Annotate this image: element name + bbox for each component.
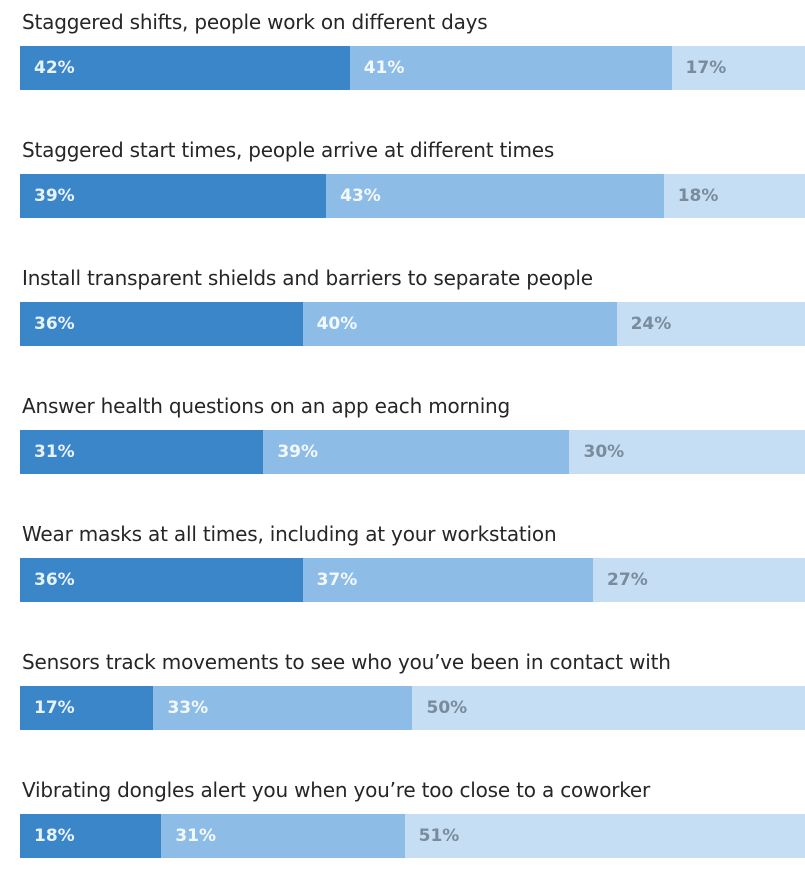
- segment-value-label: 24%: [630, 314, 672, 334]
- row-label: Install transparent shields and barriers…: [22, 266, 593, 290]
- row-label: Vibrating dongles alert you when you’re …: [22, 778, 651, 802]
- bar-segment: 43%: [326, 174, 664, 218]
- row-label: Staggered start times, people arrive at …: [22, 138, 555, 162]
- row-label: Wear masks at all times, including at yo…: [22, 522, 557, 546]
- stacked-bar: 42% 41% 17%: [20, 46, 805, 90]
- bar-segment: 24%: [616, 302, 805, 346]
- segment-value-label: 17%: [34, 698, 75, 718]
- segment-value-label: 42%: [34, 58, 75, 78]
- stacked-bar: 17% 33% 50%: [20, 686, 805, 730]
- row-label: Sensors track movements to see who you’v…: [22, 650, 671, 674]
- segment-value-label: 40%: [316, 314, 358, 334]
- segment-value-label: 41%: [363, 58, 405, 78]
- segment-value-label: 36%: [34, 570, 75, 590]
- stacked-bar: 18% 31% 51%: [20, 814, 805, 858]
- segment-value-label: 17%: [685, 58, 727, 78]
- bar-segment: 27%: [593, 558, 805, 602]
- bar-segment: 36%: [20, 558, 303, 602]
- bar-segment: 50%: [412, 686, 805, 730]
- bar-segment: 42%: [20, 46, 350, 90]
- segment-value-label: 31%: [175, 826, 216, 846]
- segment-value-label: 30%: [583, 442, 625, 462]
- segment-value-label: 43%: [340, 186, 381, 206]
- row-label: Staggered shifts, people work on differe…: [22, 10, 488, 34]
- row-label: Answer health questions on an app each m…: [22, 394, 511, 418]
- segment-value-label: 36%: [34, 314, 75, 334]
- bar-segment: 39%: [20, 174, 327, 218]
- segment-value-label: 18%: [34, 826, 75, 846]
- bar-segment: 33%: [153, 686, 413, 730]
- segment-value-label: 39%: [34, 186, 75, 206]
- segment-value-label: 31%: [34, 442, 75, 462]
- bar-segment: 17%: [20, 686, 154, 730]
- stacked-bar: 36% 37% 27%: [20, 558, 805, 602]
- bar-segment: 37%: [302, 558, 594, 602]
- bar-segment: 40%: [302, 302, 617, 346]
- stacked-bar: 39% 43% 18%: [20, 174, 805, 218]
- bar-segment: 41%: [349, 46, 672, 90]
- stacked-bar: 36% 40% 24%: [20, 302, 805, 346]
- segment-value-label: 51%: [418, 826, 460, 846]
- segment-value-label: 27%: [607, 570, 648, 590]
- bar-segment: 31%: [161, 814, 405, 858]
- segment-value-label: 37%: [316, 570, 358, 590]
- bar-segment: 39%: [263, 430, 570, 474]
- bar-segment: 18%: [663, 174, 805, 218]
- bar-segment: 17%: [671, 46, 805, 90]
- bar-segment: 18%: [20, 814, 162, 858]
- bar-segment: 30%: [569, 430, 805, 474]
- segment-value-label: 50%: [426, 698, 468, 718]
- segment-value-label: 39%: [277, 442, 319, 462]
- segment-value-label: 33%: [167, 698, 209, 718]
- segment-value-label: 18%: [677, 186, 719, 206]
- stacked-bar: 31% 39% 30%: [20, 430, 805, 474]
- bar-segment: 31%: [20, 430, 264, 474]
- bar-segment: 51%: [404, 814, 805, 858]
- bar-segment: 36%: [20, 302, 303, 346]
